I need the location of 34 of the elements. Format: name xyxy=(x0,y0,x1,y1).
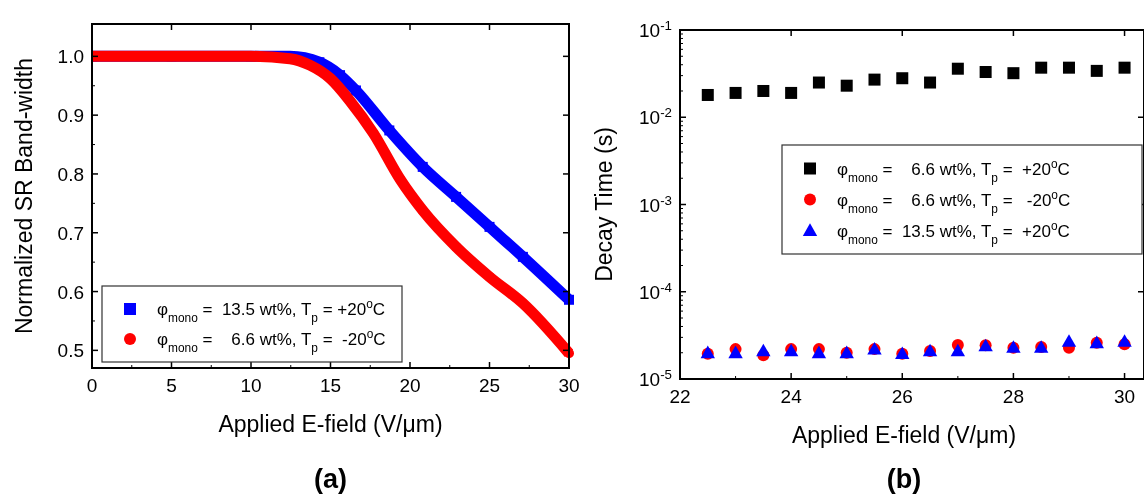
x-tick-label: 5 xyxy=(166,375,177,396)
x-tick-label: 25 xyxy=(478,375,501,396)
y-tick-label: 0.8 xyxy=(57,163,84,185)
y-tick-label: 10$^{-1}$ xyxy=(639,17,672,41)
y-tick-label: 0.7 xyxy=(57,222,84,244)
y-axis-title: Decay Time (s) xyxy=(591,127,617,282)
x-tick-label: 24 xyxy=(780,386,803,407)
y-tick-label: 0.6 xyxy=(57,281,84,303)
y-tick-label: 10$^{-3}$ xyxy=(639,192,672,216)
x-tick-label: 20 xyxy=(399,375,421,396)
x-axis-title: Applied E-field (V/μm) xyxy=(791,422,1017,448)
legend-label: φ$_{mono}$ = 6.6 wt%, T$_{p}$ = -20$^{o}$C xyxy=(157,327,386,355)
y-tick-label: 10$^{-2}$ xyxy=(639,104,672,129)
y-tick-label: 10$^{-4}$ xyxy=(639,279,672,303)
y-axis-title: Normalized SR Band-width xyxy=(11,57,37,335)
x-axis-title: Applied E-field (V/μm) xyxy=(218,411,443,437)
y-tick-label: 10$^{-5}$ xyxy=(639,366,672,390)
x-tick-label: 30 xyxy=(1113,386,1136,407)
x-tick-label: 30 xyxy=(558,375,580,396)
y-tick-label: 0.5 xyxy=(57,340,84,362)
x-tick-label: 26 xyxy=(891,386,913,407)
text: (b) xyxy=(886,464,922,494)
x-tick-label: 22 xyxy=(669,386,691,407)
text: (a) xyxy=(314,464,347,494)
y-tick-label: 0.9 xyxy=(57,105,84,127)
legend-label: φ$_{mono}$ = 13.5 wt%, T$_{p}$ = +20$^{o}$C xyxy=(157,297,386,325)
legend-label: φ$_{mono}$ = 6.6 wt%, T$_{p}$ = -20$^{o}$C xyxy=(837,187,1071,216)
legend-label: φ$_{mono}$ = 6.6 wt%, T$_{p}$ = +20$^{o}$C xyxy=(837,156,1070,185)
y-tick-label: 1.0 xyxy=(57,46,84,68)
x-tick-label: 28 xyxy=(1002,386,1024,407)
legend-label: φ$_{mono}$ = 13.5 wt%, T$_{p}$ = +20$^{o}$C xyxy=(837,218,1070,247)
x-tick-label: 0 xyxy=(86,375,98,396)
x-tick-label: 10 xyxy=(240,375,262,396)
x-tick-label: 15 xyxy=(319,375,342,396)
